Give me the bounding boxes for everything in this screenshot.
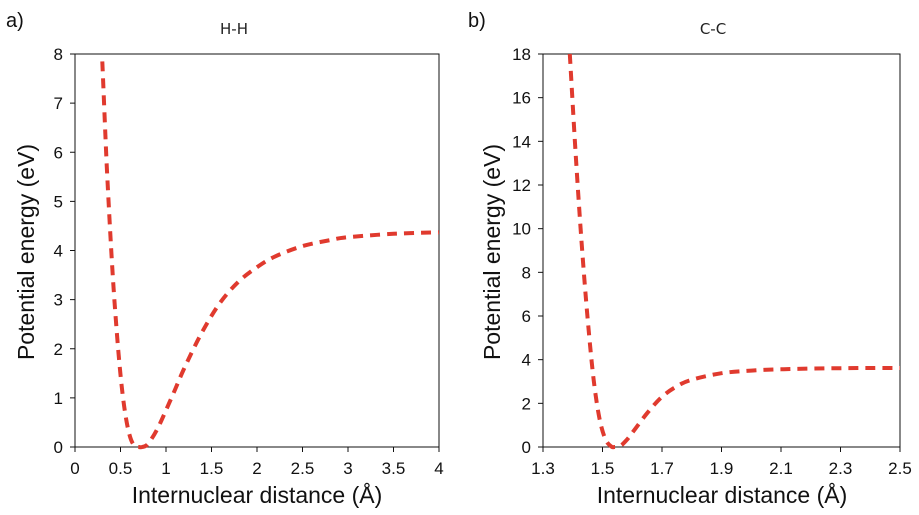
x-tick-label: 1.9	[710, 459, 734, 478]
panel-a-x-ticks: 0 0.5 1 1.5 2 2.5 3 3.5 4	[70, 447, 444, 478]
y-tick-label: 16	[512, 89, 531, 108]
y-tick-label: 6	[54, 143, 63, 162]
y-tick-label: 4	[54, 242, 63, 261]
y-tick-label: 3	[54, 291, 63, 310]
y-tick-label: 0	[54, 438, 63, 457]
y-tick-label: 2	[54, 340, 63, 359]
panel-b-label: b)	[468, 10, 486, 32]
x-tick-label: 2.5	[888, 459, 912, 478]
panel-b-curve	[567, 53, 901, 450]
x-tick-label: 2	[252, 459, 261, 478]
x-tick-label: 0	[70, 459, 79, 478]
panel-b-y-ticks: 0 2 4 6 8 10 12 14 16 18	[512, 45, 543, 457]
y-tick-label: 8	[54, 45, 63, 64]
x-tick-label: 2.3	[829, 459, 853, 478]
panel-a-x-axis-label: Internuclear distance (Å)	[132, 481, 383, 508]
panel-b-x-ticks: 1.3 1.5 1.7 1.9 2.1 2.3 2.5	[531, 447, 912, 478]
panel-a-y-ticks: 0 1 2 3 4 5 6 7 8	[54, 45, 75, 457]
y-tick-label: 4	[522, 351, 531, 370]
y-tick-label: 7	[54, 94, 63, 113]
y-tick-label: 1	[54, 389, 63, 408]
y-tick-label: 14	[512, 132, 531, 151]
panel-a-y-axis-label: Potential energy (eV)	[13, 144, 39, 360]
panel-b-plot-frame	[542, 53, 901, 448]
panel-b-title: C-C	[700, 20, 726, 38]
panel-b-x-axis-label: Internuclear distance (Å)	[597, 481, 848, 508]
x-tick-label: 3	[343, 459, 352, 478]
x-tick-label: 0.5	[109, 459, 133, 478]
x-tick-label: 2.5	[291, 459, 315, 478]
x-tick-label: 1	[161, 459, 170, 478]
y-tick-label: 8	[522, 263, 531, 282]
x-tick-label: 1.5	[200, 459, 224, 478]
y-tick-label: 18	[512, 45, 531, 64]
x-tick-label: 1.3	[531, 459, 555, 478]
y-tick-label: 2	[522, 394, 531, 413]
chart-panel-b: b) C-C 1.3 1.5 1.7 1.9 2.1 2.3 2.5 0 2 4 6 8 10 12 14…	[468, 10, 912, 508]
y-tick-label: 0	[522, 438, 531, 457]
panel-b-y-axis-label: Potential energy (eV)	[479, 144, 505, 360]
x-tick-label: 1.5	[591, 459, 615, 478]
x-tick-label: 2.1	[769, 459, 793, 478]
y-tick-label: 10	[512, 220, 531, 239]
panel-a-title: H-H	[220, 20, 248, 38]
y-tick-label: 5	[54, 192, 63, 211]
x-tick-label: 3.5	[382, 459, 406, 478]
panel-a-plot-frame	[74, 53, 440, 448]
y-tick-label: 6	[522, 307, 531, 326]
panel-a-label: a)	[6, 10, 24, 32]
x-tick-label: 4	[434, 459, 443, 478]
panel-a-curve	[100, 61, 440, 450]
y-tick-label: 12	[512, 176, 531, 195]
x-tick-label: 1.7	[650, 459, 674, 478]
chart-panel-a: a) H-H 0 0.5 1 1.5 2 2.5 3 3.5 4 0 1 2 3 4 5 6 7 8 Inter…	[6, 10, 444, 508]
